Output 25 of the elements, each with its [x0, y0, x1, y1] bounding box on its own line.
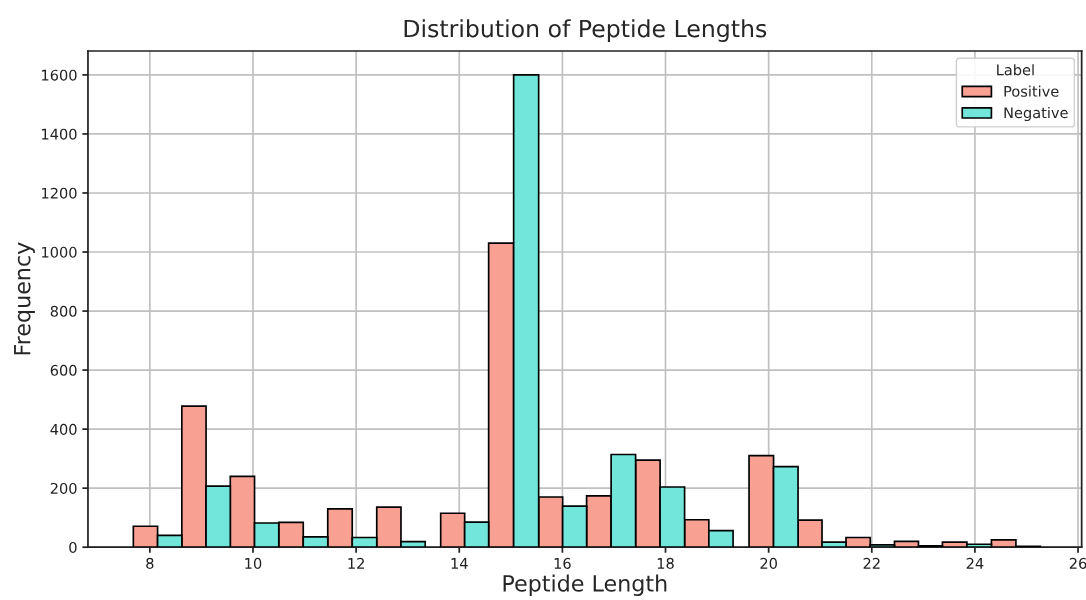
y-tick-label: 600 — [50, 364, 77, 376]
x-tick-label: 10 — [245, 557, 262, 569]
y-tick-label: 800 — [50, 305, 77, 317]
y-tick-label: 1200 — [42, 187, 77, 199]
chart-title: Distribution of Peptide Lengths — [404, 19, 767, 43]
x-tick-label: 18 — [657, 557, 674, 569]
x-axis-title: Peptide Length — [503, 574, 667, 597]
x-tick-label: 14 — [451, 558, 468, 569]
x-tick-label: 8 — [146, 557, 154, 569]
y-axis-title: Frequency — [14, 242, 35, 355]
legend-label: Negative — [1004, 106, 1068, 122]
y-tick-label: 0 — [69, 541, 77, 553]
x-tick-label: 12 — [348, 557, 364, 569]
y-tick-label: 1600 — [42, 69, 77, 81]
x-tick-label: 26 — [1069, 557, 1086, 569]
x-tick-label: 16 — [554, 557, 571, 569]
y-tick-label: 1000 — [42, 246, 77, 258]
x-tick-label: 22 — [863, 557, 880, 569]
y-tick-label: 200 — [50, 482, 77, 494]
legend-label: Positive — [1004, 85, 1059, 97]
legend-title: Label — [997, 64, 1034, 76]
y-tick-label: 1400 — [42, 128, 77, 140]
y-tick-label: 400 — [50, 423, 77, 435]
x-tick-label: 20 — [760, 557, 777, 569]
x-tick-label: 24 — [966, 557, 984, 569]
